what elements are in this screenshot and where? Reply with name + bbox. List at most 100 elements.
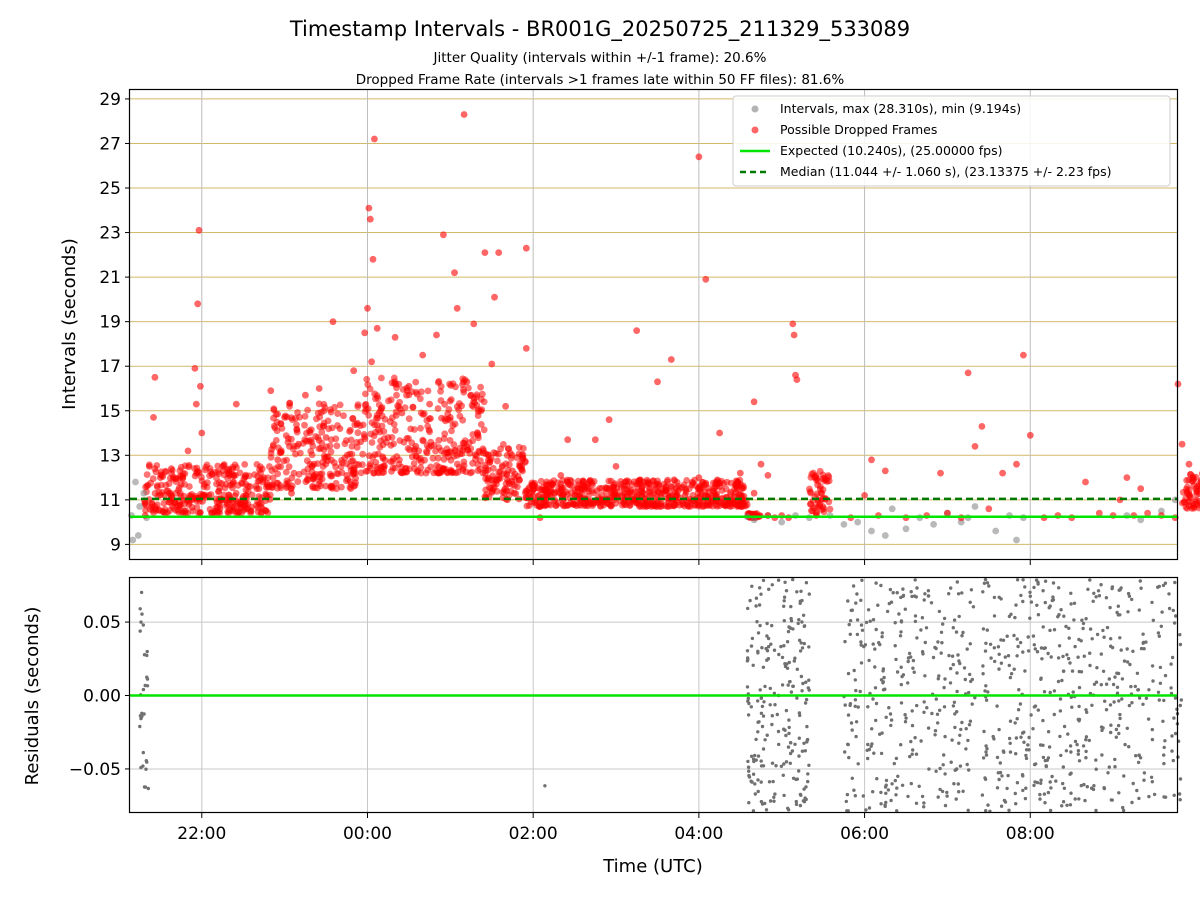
residual-point bbox=[939, 630, 944, 634]
residual-point bbox=[1151, 679, 1155, 683]
dense-band-1-point bbox=[275, 463, 282, 470]
residual-point bbox=[956, 592, 961, 596]
dense-band-0-point bbox=[153, 501, 161, 509]
dense-band-2-point bbox=[448, 469, 456, 476]
residual-point bbox=[1178, 642, 1183, 647]
residual-point bbox=[793, 742, 797, 746]
residual-point bbox=[873, 647, 877, 651]
residual-point bbox=[1095, 666, 1099, 670]
residual-point bbox=[780, 683, 785, 687]
residual-point bbox=[746, 759, 750, 764]
residual-point bbox=[935, 712, 940, 716]
residual-point bbox=[1021, 650, 1025, 654]
residual-point bbox=[992, 595, 997, 600]
residual-point bbox=[884, 800, 888, 805]
residual-point bbox=[770, 623, 774, 628]
dense-band-1-point bbox=[286, 403, 293, 410]
residual-point bbox=[1039, 778, 1043, 782]
residual-point bbox=[956, 782, 960, 786]
dropped-frame-point bbox=[790, 331, 798, 339]
residual-point bbox=[765, 658, 769, 662]
dense-band-1-point bbox=[270, 414, 277, 422]
residual-point bbox=[1061, 781, 1065, 786]
residual-point bbox=[859, 598, 863, 602]
dense-band-1-point bbox=[284, 438, 292, 446]
residual-point bbox=[773, 703, 777, 707]
dense-band-1-point bbox=[346, 428, 353, 435]
dense-band-3-point bbox=[505, 491, 513, 499]
residual-point bbox=[1101, 726, 1105, 730]
residual-point bbox=[1069, 591, 1073, 595]
dense-band-2-point bbox=[438, 414, 445, 422]
legend-intervals-label: Intervals, max (28.310s), min (9.194s) bbox=[780, 101, 1021, 116]
dense-band-2-point bbox=[409, 404, 417, 411]
residual-point bbox=[980, 793, 985, 797]
dense-band-4-point bbox=[664, 476, 671, 484]
dense-band-1-point bbox=[269, 474, 277, 482]
residual-point bbox=[895, 809, 899, 813]
residual-point bbox=[871, 642, 875, 646]
dense-band-0-point bbox=[149, 506, 157, 514]
dense-band-2-point bbox=[479, 390, 486, 398]
residual-point bbox=[1008, 675, 1013, 680]
dense-band-4-point bbox=[643, 502, 650, 510]
residual-point bbox=[1159, 624, 1164, 628]
dense-band-4-point bbox=[543, 478, 550, 486]
residual-point bbox=[861, 794, 865, 798]
residual-point bbox=[1103, 699, 1107, 703]
residual-point bbox=[999, 597, 1003, 601]
residual-point bbox=[1095, 632, 1100, 637]
residual-point bbox=[807, 592, 811, 596]
residual-point bbox=[903, 720, 908, 724]
intervals-reference-lines bbox=[130, 497, 1178, 519]
dense-band-1-point bbox=[317, 445, 325, 452]
residual-point bbox=[964, 747, 968, 751]
residual-point bbox=[884, 778, 889, 783]
dense-band-1-point bbox=[317, 482, 324, 490]
residual-point bbox=[903, 607, 907, 611]
residual-point bbox=[1067, 626, 1071, 630]
residual-point bbox=[800, 749, 805, 753]
residual-point bbox=[923, 640, 927, 645]
residual-point bbox=[1138, 579, 1143, 583]
interval-point bbox=[1013, 536, 1020, 544]
dropped-frame-point bbox=[488, 360, 496, 368]
residual-point bbox=[794, 777, 798, 782]
residual-point bbox=[1014, 752, 1018, 756]
residual-point bbox=[881, 681, 885, 685]
residual-point bbox=[1118, 636, 1122, 640]
dropped-frame-point bbox=[151, 373, 159, 381]
residual-point bbox=[955, 767, 959, 771]
residual-point bbox=[1147, 688, 1151, 692]
residual-point bbox=[756, 631, 761, 635]
dense-band-4-point bbox=[662, 484, 670, 491]
dropped-frame-point bbox=[491, 293, 498, 301]
dense-band-4-point bbox=[536, 503, 543, 510]
residual-point bbox=[997, 667, 1001, 671]
residual-point bbox=[1001, 638, 1006, 642]
residual-point bbox=[997, 727, 1001, 732]
residual-point bbox=[871, 618, 876, 622]
dense-band-0-point bbox=[175, 486, 182, 494]
residual-point bbox=[1066, 656, 1071, 661]
residual-point bbox=[1117, 731, 1121, 736]
residual-point bbox=[784, 708, 789, 713]
residual-point bbox=[747, 801, 751, 805]
residual-point bbox=[910, 752, 914, 756]
residual-point bbox=[884, 715, 888, 719]
residual-point bbox=[986, 803, 990, 807]
residual-point bbox=[848, 703, 852, 708]
dropped-frame-point bbox=[1020, 351, 1027, 359]
residual-point bbox=[1137, 796, 1141, 801]
residual-point bbox=[802, 741, 806, 745]
dropped-frame-point bbox=[308, 463, 316, 470]
residual-point bbox=[988, 642, 993, 646]
residual-point bbox=[1061, 765, 1066, 769]
residual-point bbox=[1047, 745, 1052, 749]
residual-point bbox=[1088, 651, 1092, 655]
residual-point bbox=[1142, 647, 1146, 651]
residual-point bbox=[982, 729, 986, 734]
residual-point bbox=[1057, 644, 1062, 648]
residual-point bbox=[860, 628, 865, 632]
